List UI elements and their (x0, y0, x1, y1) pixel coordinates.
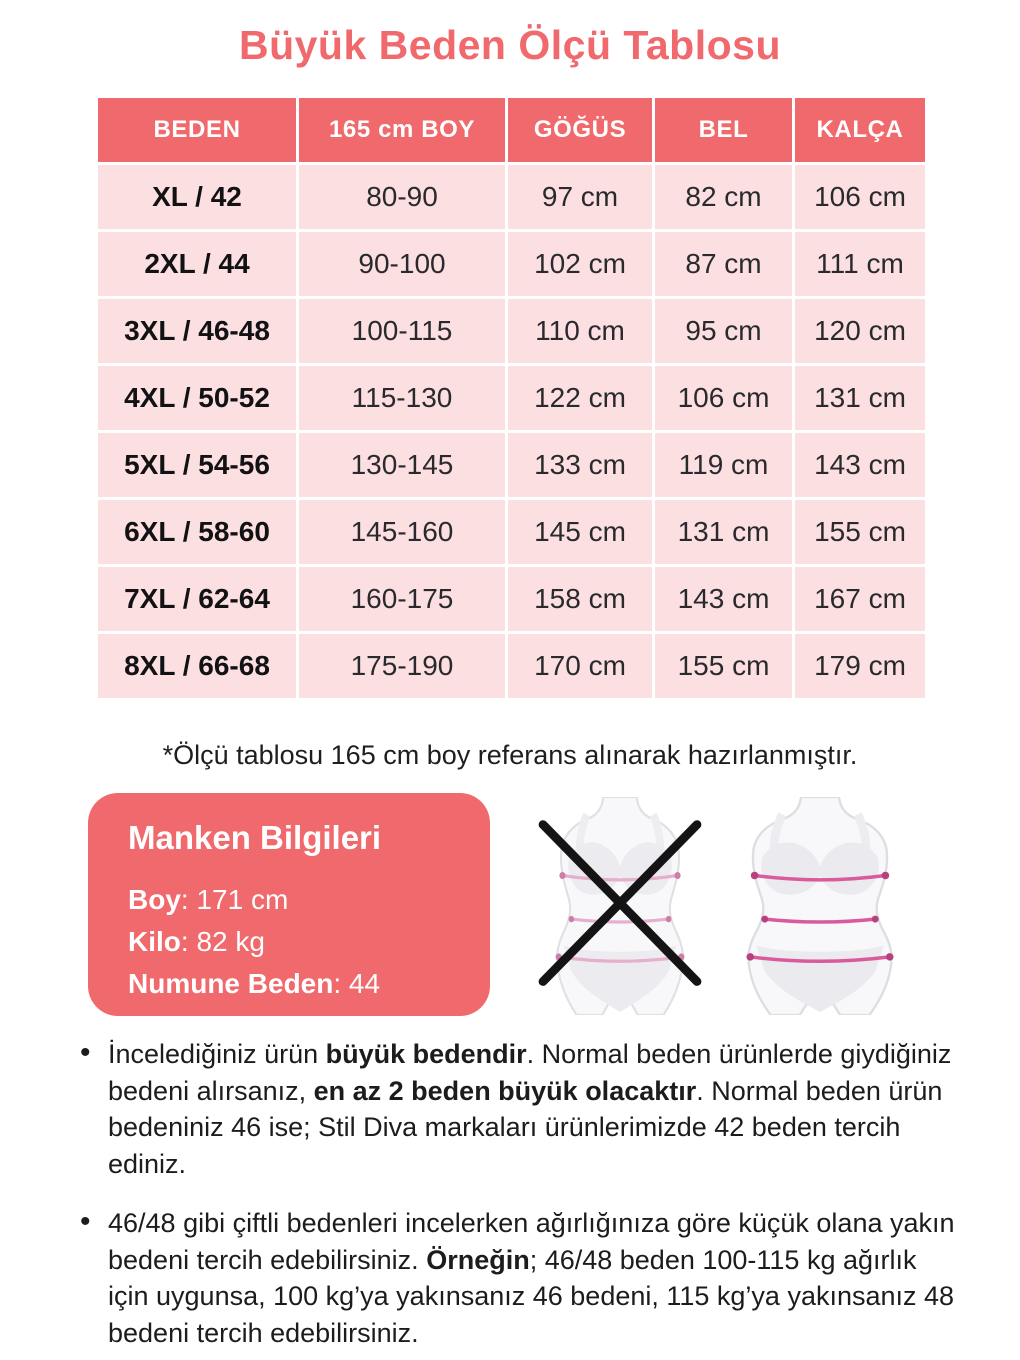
table-row: 8XL / 66-68 175-190 170 cm 155 cm 179 cm (95, 631, 928, 701)
size-cell: 3XL / 46-48 (95, 296, 299, 366)
x-cross-icon (538, 820, 702, 986)
measurement-cell: 158 cm (505, 564, 655, 634)
measurement-cell: 100-115 (296, 296, 508, 366)
model-info-value: : 44 (333, 968, 381, 999)
measurement-cell: 167 cm (792, 564, 928, 634)
info-notes: İncelediğiniz ürün büyük bedendir. Norma… (68, 1035, 960, 1360)
table-row: 7XL / 62-64 160-175 158 cm 143 cm 167 cm (95, 564, 928, 634)
measurement-cell: 143 cm (652, 564, 795, 634)
size-cell: 6XL / 58-60 (95, 497, 299, 567)
size-cell: 4XL / 50-52 (95, 363, 299, 433)
measurement-cell: 87 cm (652, 229, 795, 299)
measurement-cell: 106 cm (792, 162, 928, 232)
size-cell: XL / 42 (95, 162, 299, 232)
table-footnote: *Ölçü tablosu 165 cm boy referans alınar… (162, 740, 858, 770)
crossed-out-slim-body-measure-figure-icon (538, 797, 702, 1015)
table-row: 3XL / 46-48 100-115 110 cm 95 cm 120 cm (95, 296, 928, 366)
column-header: BEL (652, 95, 795, 165)
measurement-cell: 110 cm (505, 296, 655, 366)
measurement-cell: 82 cm (652, 162, 795, 232)
table-row: 4XL / 50-52 115-130 122 cm 106 cm 131 cm (95, 363, 928, 433)
model-info-card: Manken Bilgileri Boy: 171 cm Kilo: 82 kg N… (88, 793, 490, 1016)
model-info-rows: Boy: 171 cm Kilo: 82 kg Numune Beden: 44 (128, 879, 472, 1005)
measurement-cell: 155 cm (652, 631, 795, 701)
measurement-cell: 90-100 (296, 229, 508, 299)
measurement-cell: 97 cm (505, 162, 655, 232)
measurement-cell: 120 cm (792, 296, 928, 366)
measurement-cell: 102 cm (505, 229, 655, 299)
table-row: 6XL / 58-60 145-160 145 cm 131 cm 155 cm (95, 497, 928, 567)
measurement-cell: 95 cm (652, 296, 795, 366)
size-table-header-row: BEDEN 165 cm BOY GÖĞÜS BEL KALÇA (95, 95, 928, 165)
size-cell: 8XL / 66-68 (95, 631, 299, 701)
model-info-label: Kilo (128, 926, 181, 957)
column-header: 165 cm BOY (296, 95, 508, 165)
size-cell: 2XL / 44 (95, 229, 299, 299)
table-row: 5XL / 54-56 130-145 133 cm 119 cm 143 cm (95, 430, 928, 500)
page-title: Büyük Beden Ölçü Tablosu (238, 22, 782, 68)
size-cell: 5XL / 54-56 (95, 430, 299, 500)
model-info-row: Boy: 171 cm (128, 879, 472, 921)
model-info-value: : 171 cm (180, 884, 289, 915)
model-info-title: Manken Bilgileri (128, 819, 382, 856)
measurement-cell: 111 cm (792, 229, 928, 299)
info-note: 46/48 gibi çiftli bedenleri incelerken a… (68, 1204, 960, 1351)
measurement-cell: 155 cm (792, 497, 928, 567)
model-info-value: : 82 kg (180, 926, 265, 957)
column-header: BEDEN (95, 95, 299, 165)
body-figure-correct (731, 797, 909, 1015)
table-row: 2XL / 44 90-100 102 cm 87 cm 111 cm (95, 229, 928, 299)
measurement-cell: 145-160 (296, 497, 508, 567)
plus-size-body-measure-figure-icon (746, 797, 894, 1015)
measurement-cell: 145 cm (505, 497, 655, 567)
measurement-cell: 115-130 (296, 363, 508, 433)
measurement-cell: 131 cm (652, 497, 795, 567)
measurement-cell: 119 cm (652, 430, 795, 500)
size-table: BEDEN 165 cm BOY GÖĞÜS BEL KALÇA XL / 42 80-9… (95, 95, 928, 701)
table-row: XL / 42 80-90 97 cm 82 cm 106 cm (95, 162, 928, 232)
size-cell: 7XL / 62-64 (95, 564, 299, 634)
measurement-cell: 175-190 (296, 631, 508, 701)
measurement-cell: 179 cm (792, 631, 928, 701)
column-header: KALÇA (792, 95, 928, 165)
measurement-cell: 160-175 (296, 564, 508, 634)
info-note: İncelediğiniz ürün büyük bedendir. Norma… (68, 1035, 960, 1182)
measurement-cell: 131 cm (792, 363, 928, 433)
measurement-cell: 133 cm (505, 430, 655, 500)
model-info-row: Kilo: 82 kg (128, 921, 472, 963)
model-info-label: Boy (128, 884, 181, 915)
model-info-row: Numune Beden: 44 (128, 963, 472, 1005)
measurement-cell: 106 cm (652, 363, 795, 433)
measurement-cell: 130-145 (296, 430, 508, 500)
measurement-cell: 122 cm (505, 363, 655, 433)
column-header: GÖĞÜS (505, 95, 655, 165)
model-info-label: Numune Beden (128, 968, 334, 999)
measurement-cell: 143 cm (792, 430, 928, 500)
measurement-cell: 170 cm (505, 631, 655, 701)
body-figure-incorrect (531, 797, 709, 1015)
measurement-cell: 80-90 (296, 162, 508, 232)
